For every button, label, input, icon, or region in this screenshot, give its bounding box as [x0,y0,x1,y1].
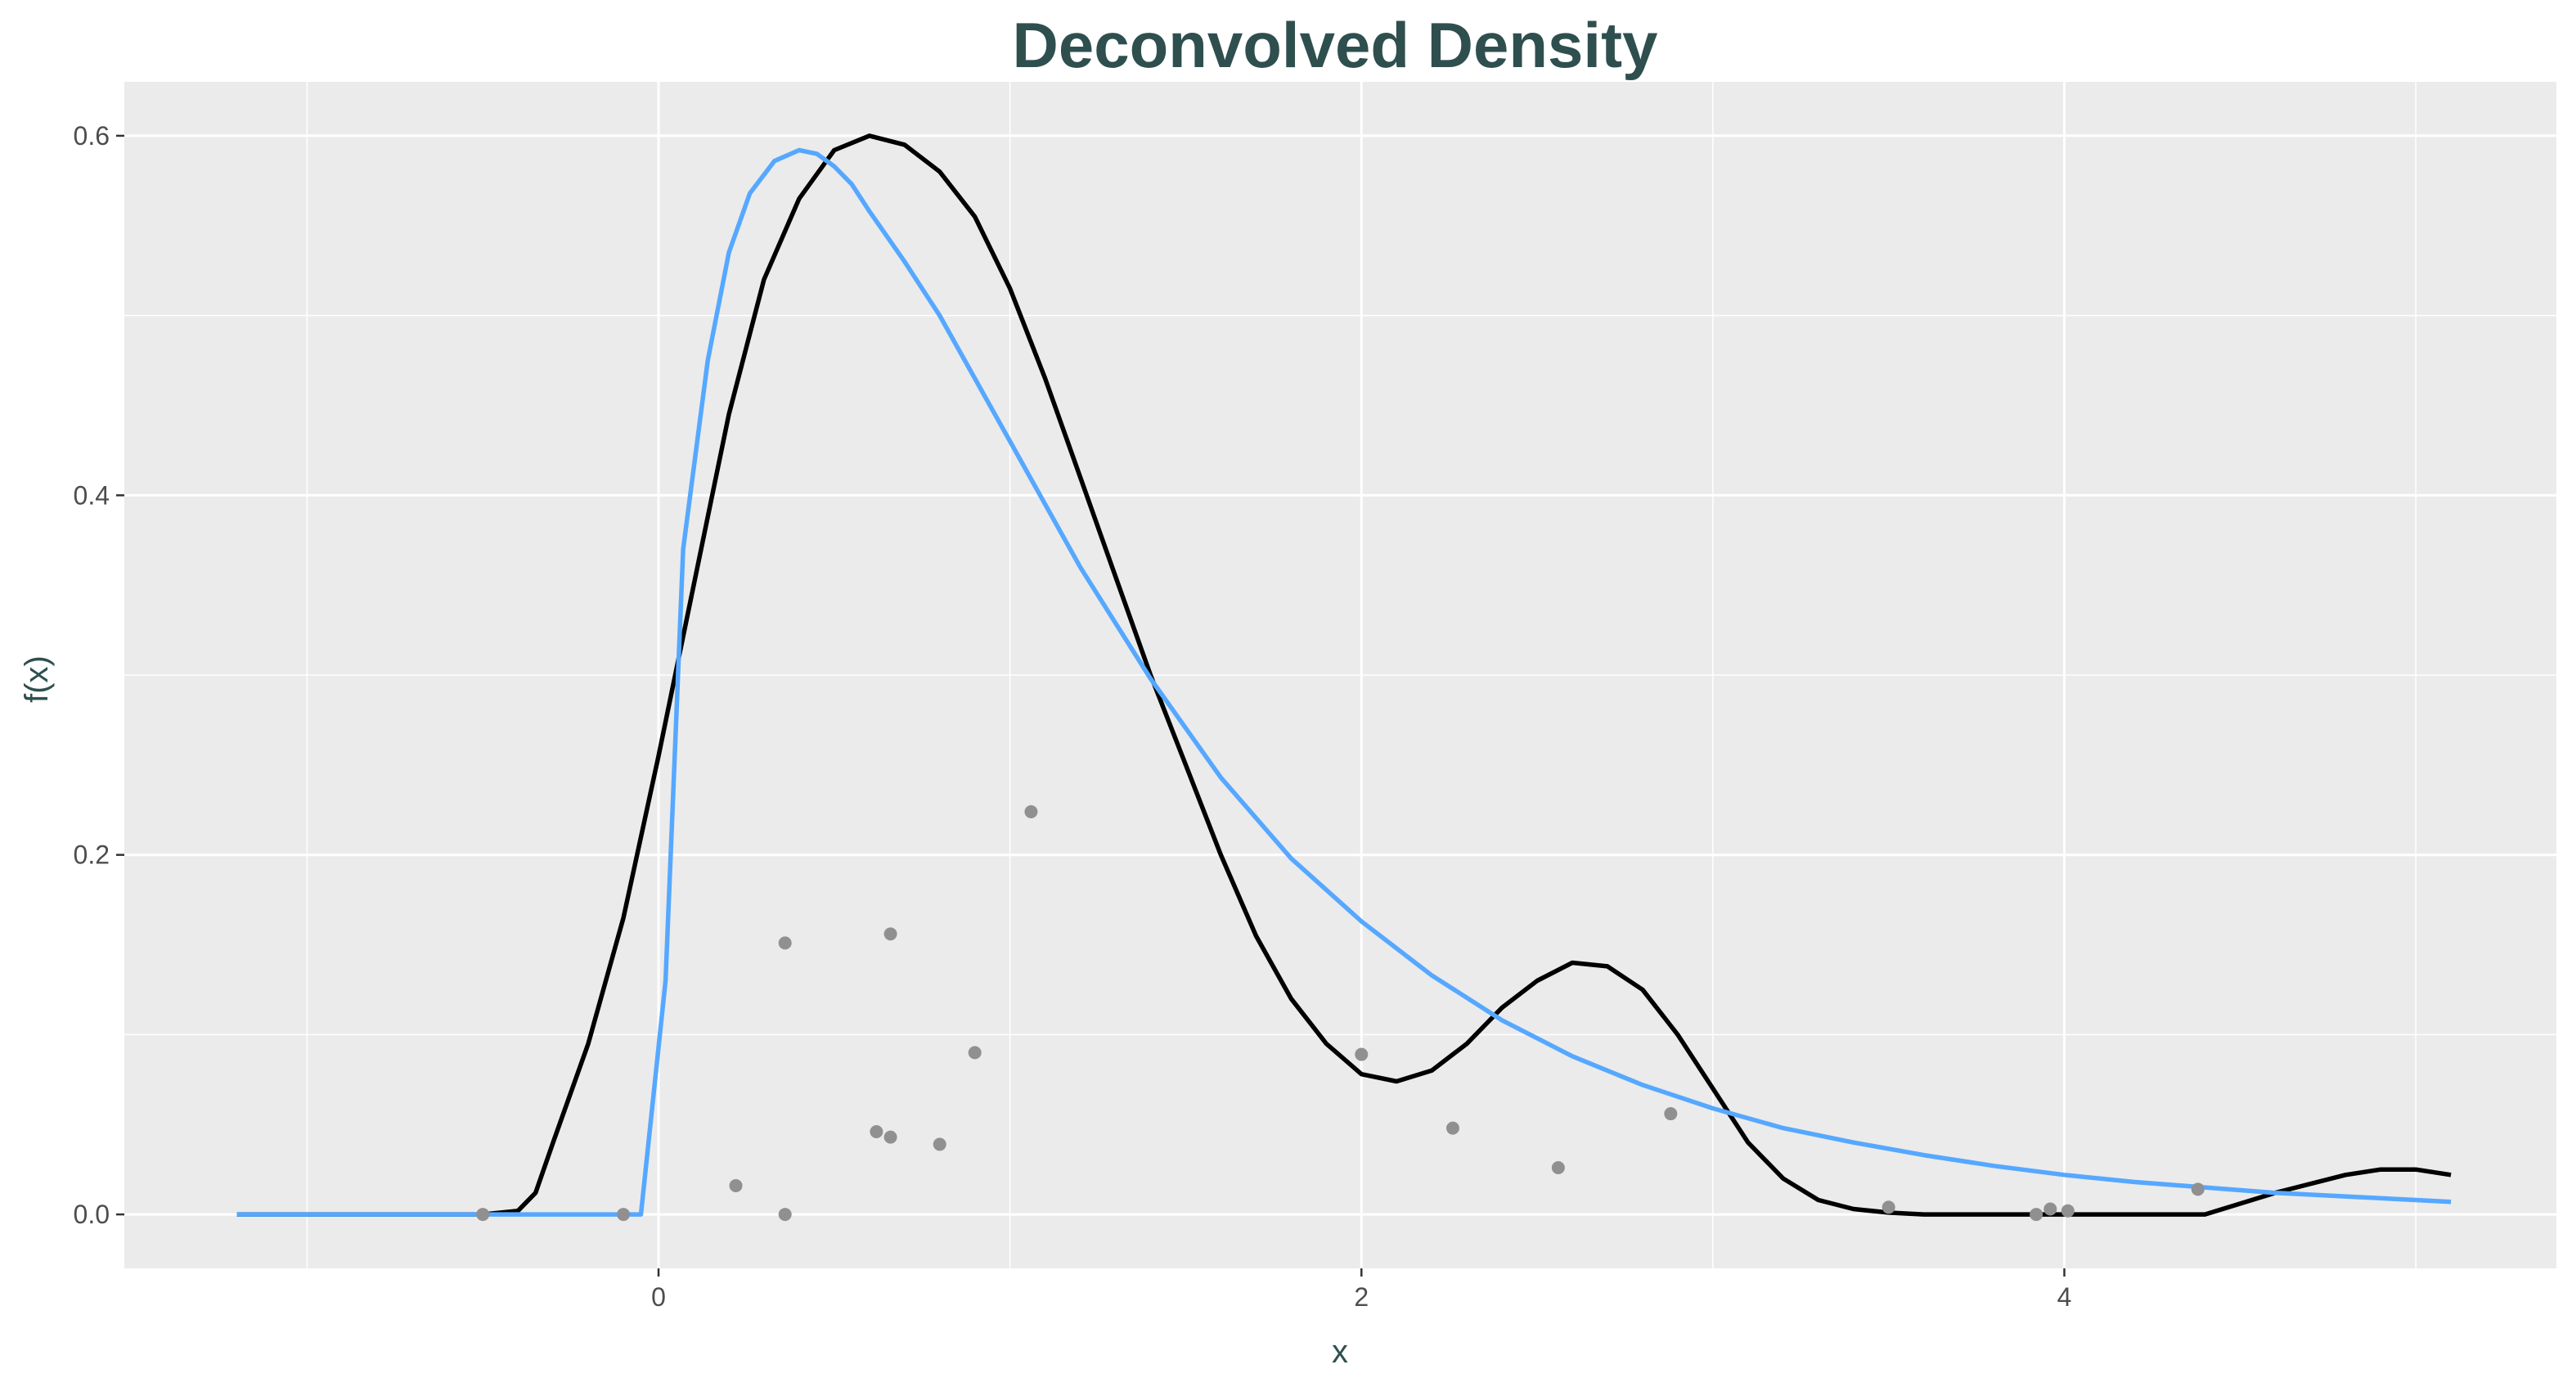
x-tick-label: 2 [1354,1282,1369,1312]
data-point [1024,804,1038,818]
data-point [729,1178,743,1192]
x-axis: 0 2 4 [651,1268,2071,1312]
data-point [2043,1202,2057,1216]
density-line-black [236,133,2452,1217]
data-point [870,1125,883,1139]
data-point [778,936,792,950]
x-axis-label: x [1332,1334,1348,1370]
y-tick-label: 0.0 [74,1200,110,1229]
data-point [617,1208,631,1222]
data-point [1355,1047,1369,1061]
data-point [476,1208,490,1222]
y-axis: 0.0 0.2 0.4 0.6 [74,121,124,1229]
data-point [1664,1107,1678,1121]
points-layer [476,804,2205,1222]
minor-gridlines [124,82,2556,1268]
y-axis-label: f(x) [19,655,55,703]
data-point [1551,1160,1565,1174]
y-tick-label: 0.6 [74,121,110,151]
x-tick-label: 4 [2057,1282,2072,1312]
data-point [2030,1208,2043,1222]
data-point [883,927,897,941]
data-point [2191,1182,2205,1196]
x-tick-label: 0 [651,1282,666,1312]
data-point [778,1208,792,1222]
density-line-blue [236,147,2452,1217]
data-point [1445,1121,1459,1135]
data-point [2061,1204,2075,1218]
series-layer [236,133,2452,1217]
data-point [1881,1200,1895,1214]
data-point [968,1046,982,1060]
chart-title: Deconvolved Density [1013,9,1658,81]
data-point [883,1130,897,1144]
y-tick-label: 0.4 [74,480,110,510]
data-point [933,1137,946,1151]
y-tick-label: 0.2 [74,840,110,870]
